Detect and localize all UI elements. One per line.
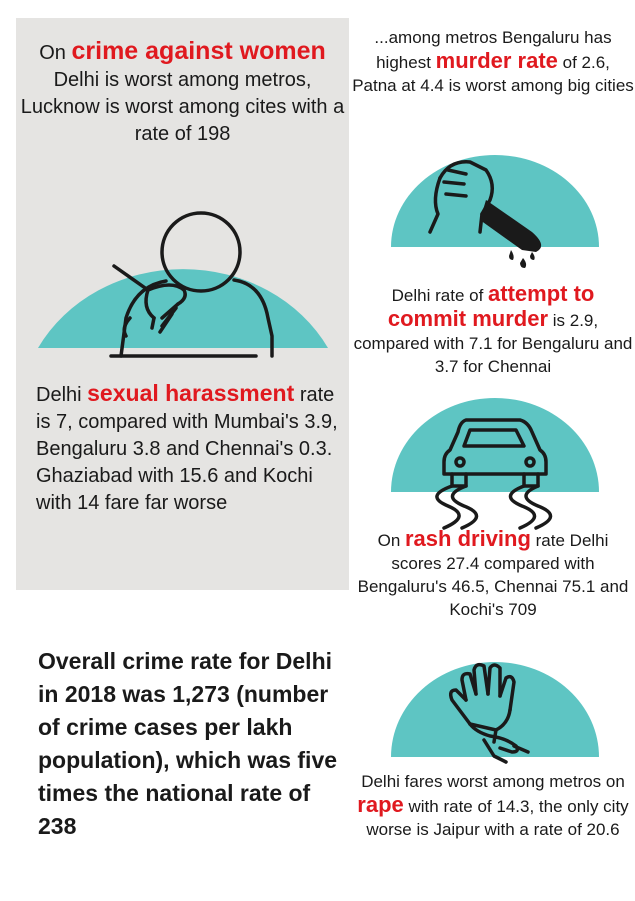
rash-driving-text: On rash driving rate Delhi scores 27.4 c… <box>352 527 634 621</box>
rape-prefix: Delhi fares worst among metros on <box>361 772 625 791</box>
rash-rest: rate Delhi scores 27.4 compared with Ben… <box>357 531 629 619</box>
women-crime-text: On crime against women Delhi is worst am… <box>16 38 349 148</box>
women-crime-prefix: On <box>39 42 72 64</box>
women-crime-rest: Delhi is worst among metros, Lucknow is … <box>20 69 345 145</box>
person-hand-icon <box>38 211 328 358</box>
rash-highlight: rash driving <box>405 526 531 551</box>
harassment-prefix: Delhi <box>36 384 88 406</box>
attempt-murder-text: Delhi rate of attempt to commit murder i… <box>352 282 634 378</box>
harassment-rest: rate is 7, compared with Mumbai's 3.9, B… <box>36 384 338 514</box>
women-crime-panel: On crime against women Delhi is worst am… <box>16 18 349 590</box>
women-crime-highlight: crime against women <box>71 37 326 65</box>
attempt-prefix: Delhi rate of <box>391 286 489 305</box>
murder-prefix: ...among metros Bengaluru has highest <box>374 28 612 72</box>
attempt-rest: is 2.9, compared with 7.1 for Bengaluru … <box>353 311 633 376</box>
overall-crime-text: Overall crime rate for Delhi in 2018 was… <box>38 648 338 839</box>
harassment-text: Delhi sexual harassment rate is 7, compa… <box>36 380 341 517</box>
harassment-highlight: sexual harassment <box>87 380 295 406</box>
murder-highlight: murder rate <box>435 48 558 73</box>
rape-rate-text: Delhi fares worst among metros on rape w… <box>352 770 634 841</box>
murder-rate-text: ...among metros Bengaluru has highest mu… <box>352 26 634 97</box>
murder-rest: of 2.6, Patna at 4.4 is worst among big … <box>352 53 634 95</box>
rash-prefix: On <box>377 531 405 550</box>
rape-highlight: rape <box>357 792 404 817</box>
attempt-highlight: attempt to commit murder <box>387 281 595 331</box>
rape-rest: with rate of 14.3, the only city worse i… <box>366 797 629 839</box>
